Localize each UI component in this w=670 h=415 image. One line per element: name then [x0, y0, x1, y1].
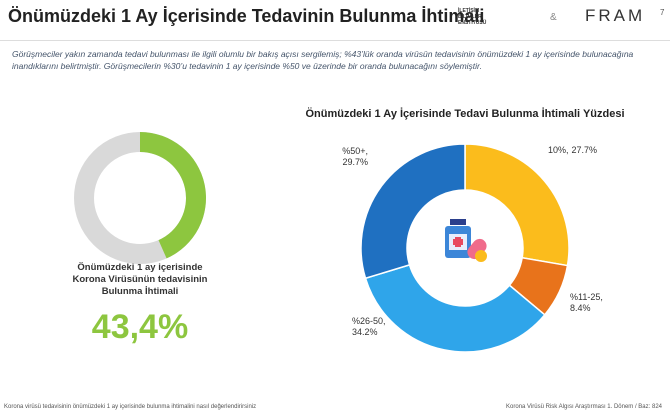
gauge-caption: Önümüzdeki 1 ay içerisinde Korona Virüsü…: [72, 262, 208, 297]
page-number: 7: [660, 8, 665, 17]
gauge-arc: [140, 132, 207, 259]
value-label: 8.4%: [570, 303, 591, 313]
value-label: 29.7%: [342, 157, 368, 167]
logo-right: FRAM: [585, 6, 646, 25]
medicine-icon: [419, 199, 511, 291]
value-label: 34.2%: [352, 327, 378, 337]
donut-segment: [364, 263, 546, 353]
logo-left: İLETİŞİM BİLİMLERİ ENSTİTÜSÜ: [458, 8, 487, 26]
donut-title: Önümüzdeki 1 Ay İçerisinde Tedavi Bulunm…: [305, 108, 625, 120]
logo-sep: &: [550, 12, 557, 23]
data-label: %26-50, 34.2%: [352, 316, 386, 337]
category-label: %11-25,: [570, 292, 603, 302]
data-label: 10%, 27.7%: [548, 145, 597, 155]
footer-right: Korona Virüsü Risk Algısı Araştırması 1.…: [506, 404, 662, 410]
category-label: %50+,: [342, 146, 368, 156]
gauge-value: 43,4%: [91, 308, 189, 346]
data-label: %11-25, 8.4%: [570, 292, 603, 313]
donut-segment: [464, 143, 570, 267]
description: Görüşmeciler yakın zamanda tedavi bulunm…: [12, 49, 634, 71]
category-label: %26-50,: [352, 316, 386, 326]
footer-left: Korona virüsü tedavisinin önümüzdeki 1 a…: [4, 404, 257, 410]
slide-title: Önümüzdeki 1 Ay İçerisinde Tedavinin Bul…: [8, 6, 485, 26]
category-label: 10%,: [548, 145, 569, 155]
divider: [0, 40, 670, 41]
data-label: %50+, 29.7%: [342, 146, 368, 167]
value-label: 27.7%: [572, 145, 598, 155]
donut-segment: [360, 143, 466, 280]
